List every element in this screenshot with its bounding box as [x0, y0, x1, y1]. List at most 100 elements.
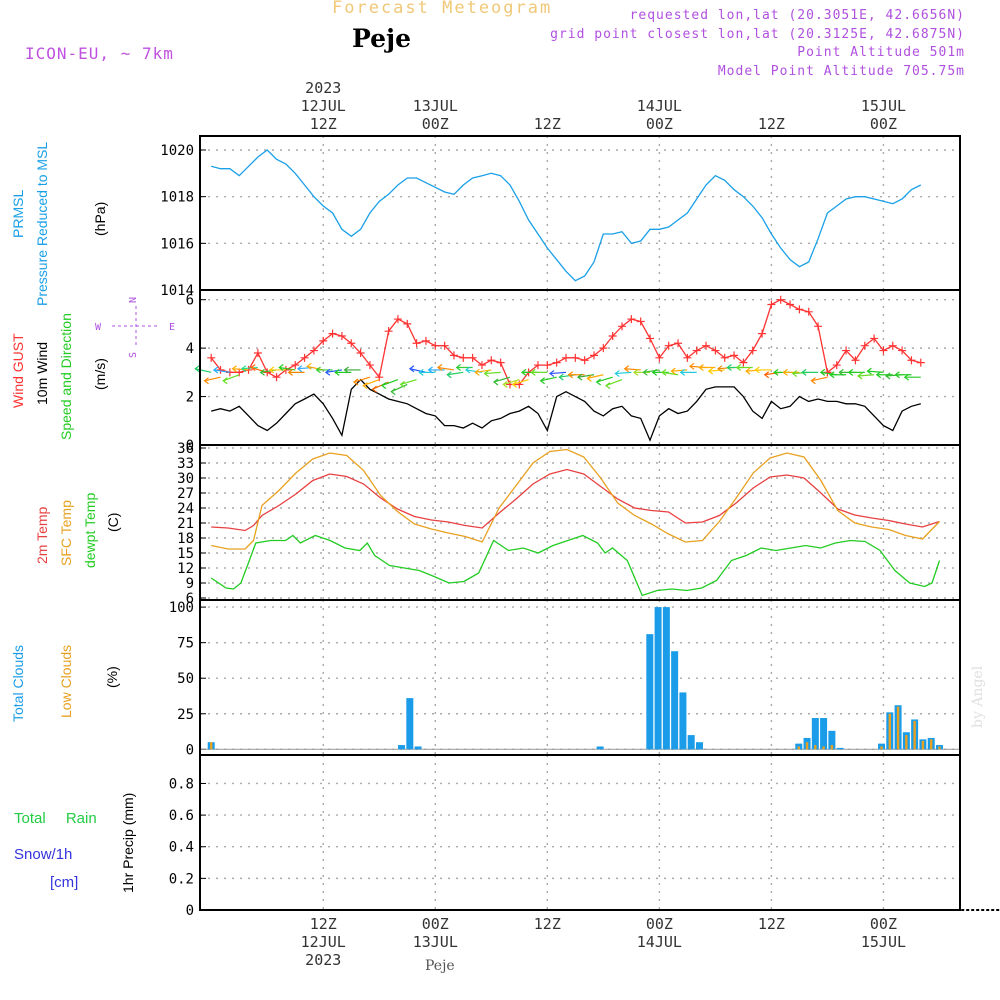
wind-arrow	[353, 376, 371, 383]
cloud-bar-total	[646, 634, 654, 750]
wind-arrow-head	[306, 362, 312, 370]
wind-arrow-head	[773, 368, 779, 376]
series-line-2-1	[211, 448, 940, 550]
gust-marker	[851, 356, 860, 365]
cloud-bar-low	[814, 745, 817, 750]
gust-marker	[580, 356, 589, 365]
gust-marker	[552, 358, 561, 367]
wind-arrow-head	[847, 368, 854, 376]
wind-arrow-head	[502, 380, 508, 388]
wind-arrow-head	[408, 365, 415, 373]
wind-arrow-head	[875, 371, 882, 379]
wind-arrow	[381, 379, 399, 387]
wind-arrow-head	[754, 366, 760, 374]
gust-marker	[860, 341, 869, 350]
wind-arrow-head	[539, 377, 546, 385]
compass-s: S	[128, 352, 139, 358]
wind-arrow	[811, 376, 828, 382]
wind-arrow-head	[717, 365, 723, 373]
wind-arrow	[363, 379, 380, 387]
wind-arrow-head	[483, 370, 489, 378]
cloud-bar-total	[406, 698, 414, 750]
wind-arrow	[661, 371, 679, 376]
gust-marker	[655, 353, 664, 362]
wind-arrow-head	[698, 364, 704, 371]
series-line-0-0	[211, 149, 922, 282]
wind-arrow	[858, 374, 875, 377]
compass-e: E	[169, 322, 175, 333]
gust-marker	[207, 353, 216, 362]
footer-location: Peje	[425, 958, 455, 974]
wind-arrow-head	[894, 371, 900, 379]
model-label: ICON-EU, ~ 7km	[25, 44, 174, 63]
gust-marker	[590, 351, 599, 360]
gust-marker	[533, 361, 542, 370]
wind-arrow-head	[436, 364, 443, 372]
wind-arrow-head	[661, 368, 667, 376]
gust-marker	[720, 353, 729, 362]
bottom-time-label: 00Z	[870, 915, 897, 933]
top-time-label: 12JUL	[301, 97, 346, 115]
gust-marker	[347, 339, 356, 348]
wind-arrow-head	[577, 373, 583, 381]
wind-arrow-head	[315, 366, 321, 374]
panel-frame	[199, 135, 961, 291]
cloud-bar-low	[210, 742, 213, 750]
cloud-bar-low	[929, 739, 933, 750]
ytick-label: 4	[186, 341, 194, 357]
wind-arrow-head	[791, 370, 798, 378]
gridpoint-coords: grid point closest lon,lat (20.3125E, 42…	[550, 27, 965, 42]
gust-marker	[561, 353, 570, 362]
wind-arrow-head	[334, 368, 340, 376]
gust-marker	[814, 322, 823, 331]
cloud-bar-total	[679, 692, 687, 750]
wind-arrow-head	[857, 372, 863, 380]
cloud-bar-total	[811, 718, 819, 750]
gust-marker	[216, 365, 225, 374]
gust-marker	[431, 341, 440, 350]
wind-arrow	[671, 369, 688, 372]
gust-marker	[823, 368, 832, 377]
gust-marker	[421, 336, 430, 345]
top-time-label: 00Z	[422, 115, 449, 133]
gust-marker	[664, 341, 673, 350]
wind-arrow-head	[511, 380, 518, 388]
gust-marker	[253, 348, 262, 357]
gust-marker	[328, 329, 337, 338]
wind-arrow-head	[390, 388, 396, 396]
wind-arrow	[400, 379, 417, 385]
bottom-time-label: 12Z	[310, 915, 337, 933]
snow-unit: [cm]	[50, 874, 79, 891]
ytick-label: 12	[177, 561, 194, 577]
snow-label: Snow/1h	[14, 846, 73, 863]
gust-marker	[337, 332, 346, 341]
cloud-bar-total	[662, 607, 670, 750]
cloud-bar-low	[921, 740, 925, 750]
wind-arrow-head	[343, 366, 349, 374]
gust-marker	[786, 300, 795, 309]
bottom-time-label: 12Z	[534, 915, 561, 933]
ytick-label: 75	[177, 636, 194, 652]
wind-arrow	[643, 369, 660, 373]
wind-arrow-head	[362, 382, 368, 390]
wind-arrow-head	[670, 367, 676, 375]
cloud-bar-total	[836, 747, 844, 750]
gust-marker	[795, 305, 804, 314]
top-time-label: 12Z	[534, 115, 561, 133]
gust-marker	[263, 368, 272, 377]
bottom-time-label: 13JUL	[413, 933, 458, 951]
wind-arrow-head	[642, 368, 648, 376]
wind-arrow-head	[838, 368, 844, 376]
gust-marker	[907, 356, 916, 365]
gust-marker	[832, 361, 841, 370]
series-line-2-2	[210, 534, 941, 597]
bottom-time-label: 14JUL	[637, 933, 682, 951]
gust-marker	[683, 353, 692, 362]
gust-marker	[403, 319, 412, 328]
cloud-bar-low	[888, 713, 892, 750]
wind-arrow-head	[726, 364, 732, 371]
wind-arrow-head	[446, 371, 452, 379]
top-time-label: 2023	[305, 79, 341, 97]
panel-frame	[199, 599, 961, 756]
series-line-2-0	[211, 468, 940, 532]
